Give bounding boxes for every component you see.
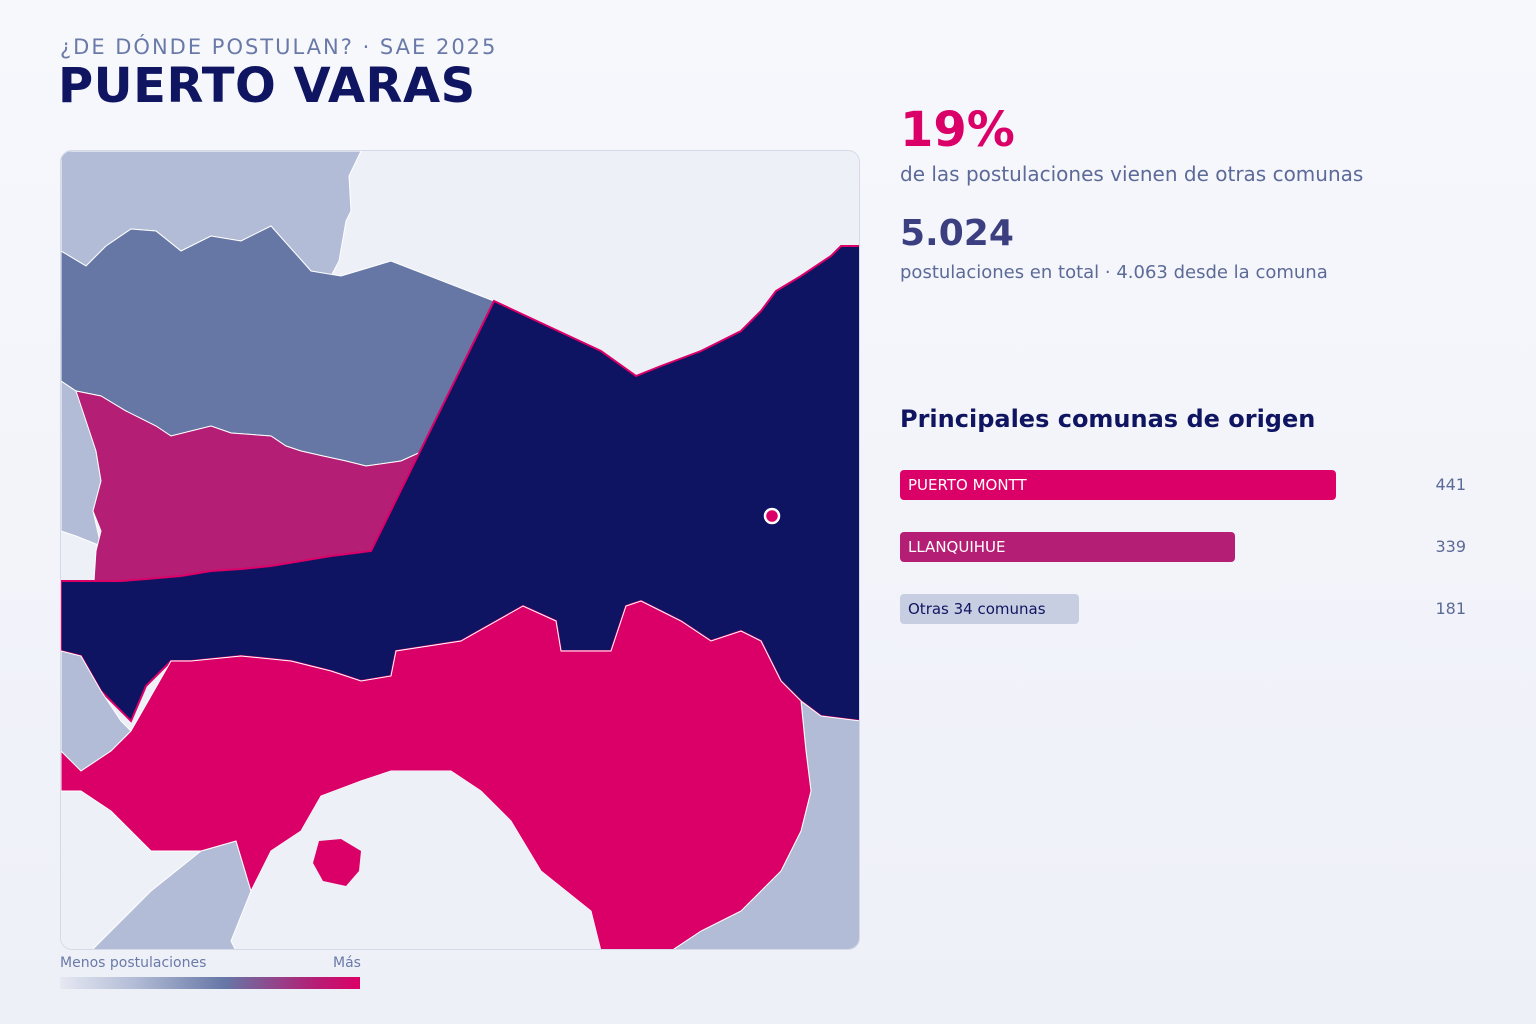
choropleth-map[interactable] (60, 150, 860, 950)
ranking-row: Otras 34 comunas 181 (900, 594, 1466, 624)
commune-center-marker (763, 507, 781, 525)
ranking-bar-label: PUERTO MONTT (908, 476, 1027, 494)
ranking-value: 339 (1435, 537, 1466, 556)
legend-high-label: Más (333, 955, 361, 971)
island (313, 839, 361, 886)
ranking-bar[interactable]: PUERTO MONTT (900, 470, 1336, 500)
total-applications-label: postulaciones en total · 4.063 desde la … (900, 262, 1328, 283)
eyebrow: ¿DE DÓNDE POSTULAN? · SAE 2025 (60, 35, 498, 59)
legend-low-label: Menos postulaciones (60, 955, 207, 971)
ranking-value: 181 (1435, 599, 1466, 618)
ranking-bar-label: LLANQUIHUE (908, 538, 1006, 556)
ranking-row: PUERTO MONTT 441 (900, 470, 1466, 500)
legend-gradient (60, 977, 360, 989)
ranking-row: LLANQUIHUE 339 (900, 532, 1466, 562)
page-title: PUERTO VARAS (58, 58, 476, 114)
ranking-value: 441 (1435, 475, 1466, 494)
ranking-bar[interactable]: LLANQUIHUE (900, 532, 1235, 562)
external-percent: 19% (900, 102, 1015, 158)
ranking-bar-label: Otras 34 comunas (908, 600, 1046, 618)
external-percent-label: de las postulaciones vienen de otras com… (900, 162, 1364, 186)
ranking-bar[interactable]: Otras 34 comunas (900, 594, 1079, 624)
ranking-title: Principales comunas de origen (900, 405, 1316, 433)
bay-water (256, 771, 601, 949)
total-applications: 5.024 (900, 213, 1014, 254)
